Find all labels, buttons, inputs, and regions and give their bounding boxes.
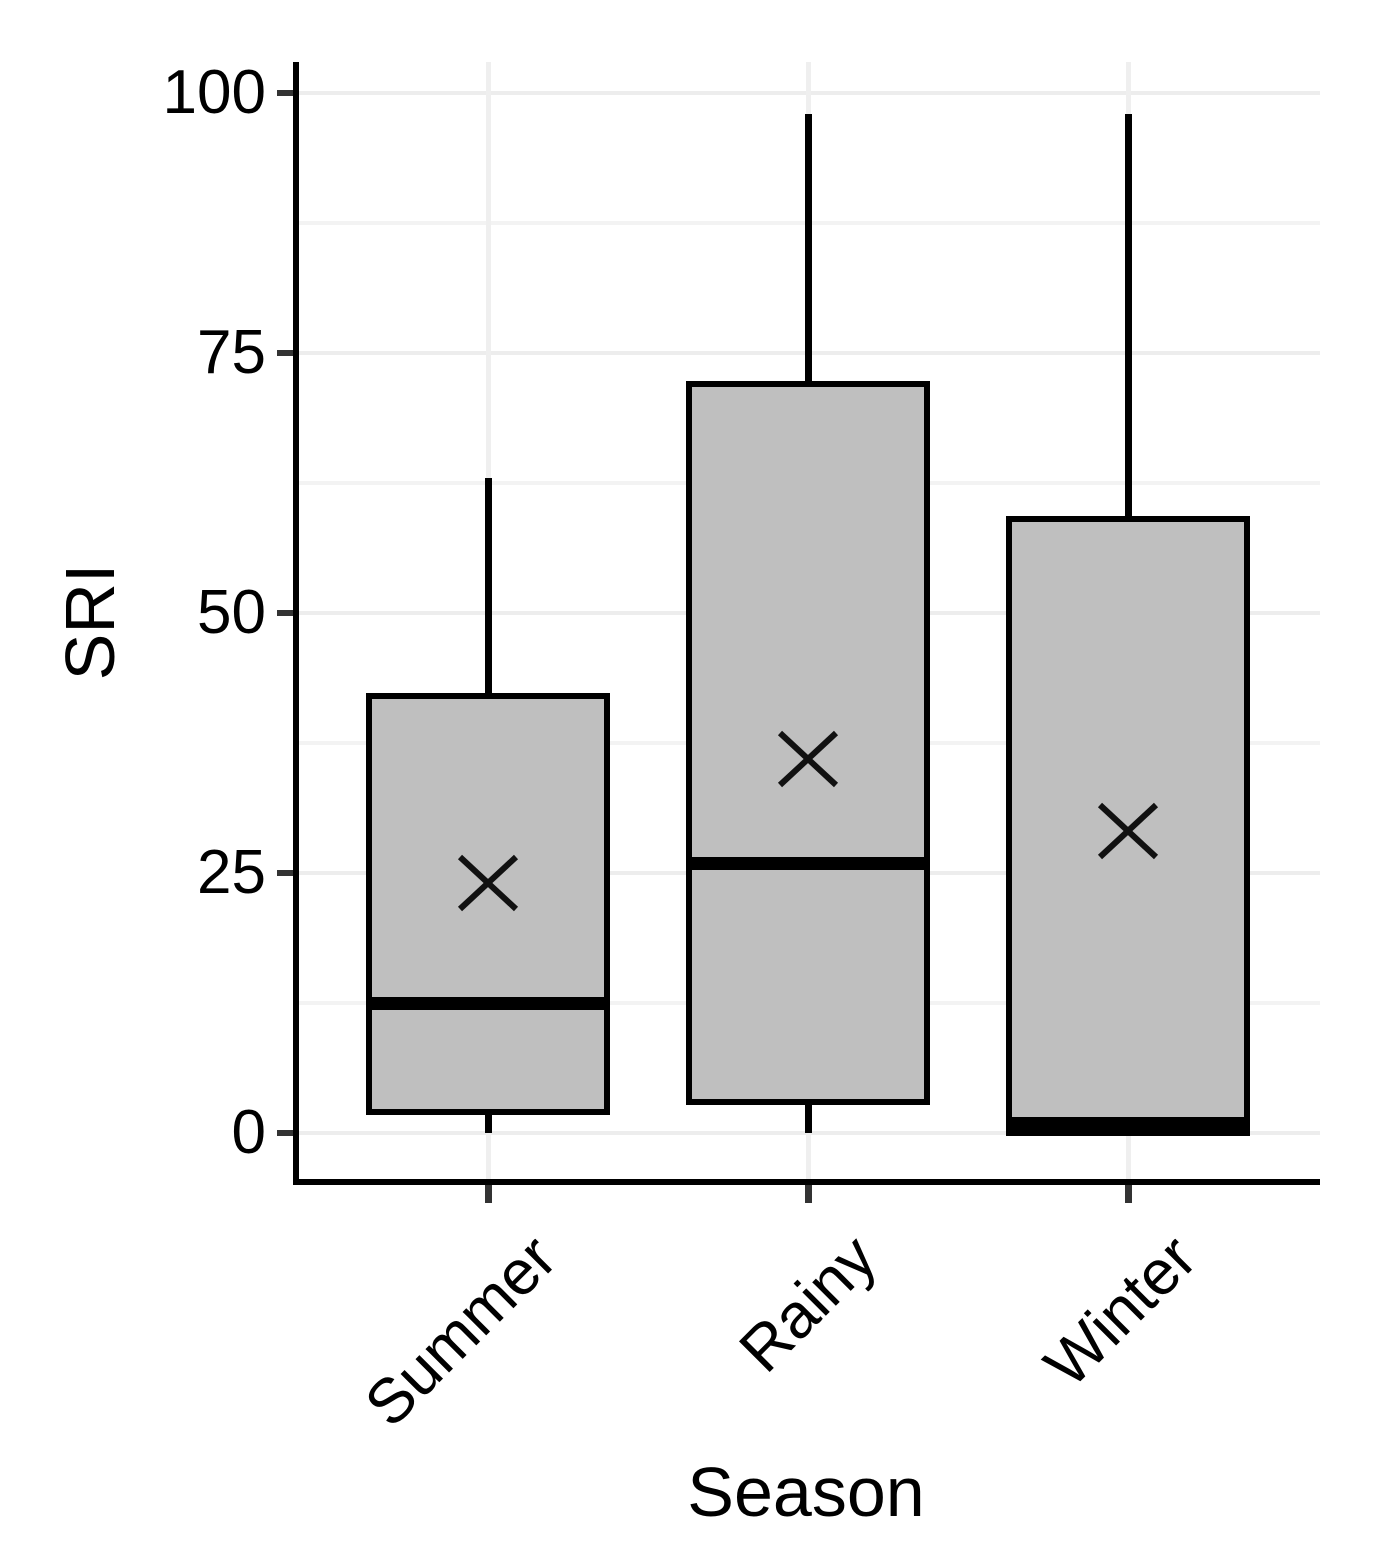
y-axis-line bbox=[293, 62, 299, 1185]
y-tick-label: 50 bbox=[197, 578, 266, 647]
box bbox=[1006, 516, 1250, 1136]
mean-x-marker bbox=[1097, 802, 1159, 860]
x-tick bbox=[805, 1185, 812, 1203]
mean-x-marker bbox=[777, 730, 839, 788]
x-tick-label-summer: Summer bbox=[351, 1222, 570, 1440]
y-tick bbox=[277, 90, 293, 96]
x-tick-label-rainy: Rainy bbox=[726, 1222, 890, 1386]
x-tick-label-winter: Winter bbox=[1031, 1222, 1210, 1401]
whisker-upper bbox=[1125, 113, 1132, 520]
median-line bbox=[686, 856, 930, 870]
mean-x-marker bbox=[457, 854, 519, 912]
y-tick bbox=[277, 1130, 293, 1136]
x-axis-line bbox=[293, 1179, 1320, 1185]
x-axis-title: Season bbox=[687, 1453, 925, 1531]
box bbox=[686, 381, 930, 1105]
whisker-lower bbox=[805, 1101, 812, 1133]
y-tick bbox=[277, 870, 293, 876]
median-line bbox=[1006, 1116, 1250, 1130]
y-tick-label: 25 bbox=[197, 838, 266, 907]
y-tick-label: 75 bbox=[197, 318, 266, 387]
median-line bbox=[366, 997, 610, 1010]
y-tick-label: 100 bbox=[162, 58, 266, 127]
whisker-lower bbox=[485, 1112, 492, 1133]
x-tick bbox=[485, 1185, 492, 1203]
y-tick-label: 0 bbox=[231, 1098, 266, 1167]
x-tick bbox=[1125, 1185, 1132, 1203]
y-tick bbox=[277, 350, 293, 356]
box bbox=[366, 693, 610, 1116]
y-tick bbox=[277, 610, 293, 616]
whisker-upper bbox=[485, 477, 492, 697]
whisker-upper bbox=[805, 113, 812, 385]
